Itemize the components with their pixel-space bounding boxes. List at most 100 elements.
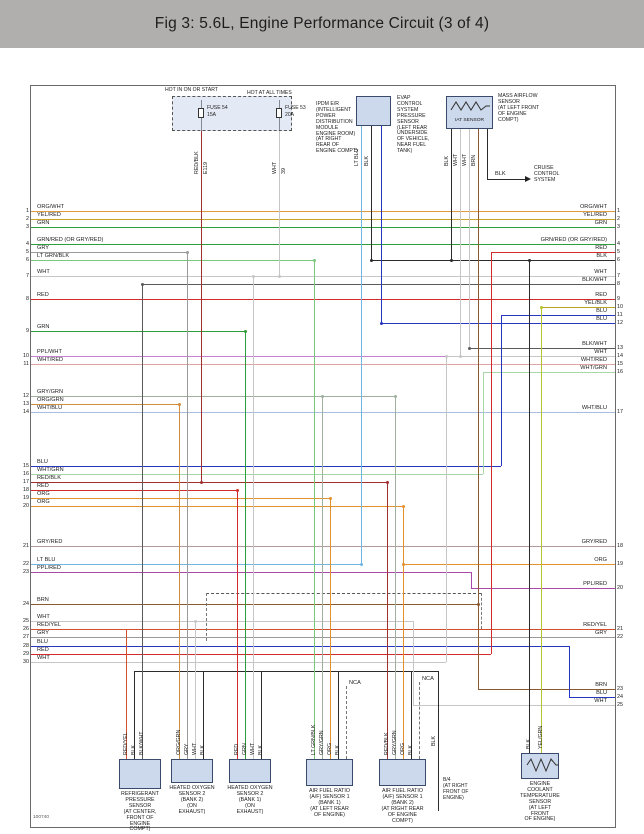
v-wire: [361, 126, 362, 564]
junction-dot: [252, 275, 255, 278]
sensor-box: [119, 759, 161, 789]
junction-dot: [450, 259, 453, 262]
v-wire: [451, 129, 452, 260]
junction-dot: [141, 283, 144, 286]
junction-dot: [329, 497, 332, 500]
hot-in-start-label: HOT IN ON OR START: [165, 87, 218, 93]
rotated-wire-label: BLK: [258, 744, 264, 755]
h-wire: [381, 323, 615, 324]
junction-dot: [186, 251, 189, 254]
pin-number-left: 26: [23, 626, 29, 632]
pin-number-left: 10: [23, 353, 29, 359]
fuse-amps: 20A: [285, 112, 295, 118]
fuse-icon: [198, 108, 204, 118]
v-wire: [279, 131, 280, 276]
rotated-wire-label: GRY/GRN: [319, 730, 325, 755]
wire-label-left: WHT: [37, 655, 50, 661]
junction-dot: [394, 395, 397, 398]
junction-dot: [200, 481, 203, 484]
v-wire: [338, 671, 339, 759]
v-wire: [469, 129, 470, 348]
rotated-wire-label: BLK: [364, 155, 370, 166]
wire-label-left: GRN/RED (OR GRY/RED): [37, 237, 104, 243]
wire-label-right: WHT/RED: [580, 357, 607, 363]
h-wire: [134, 671, 438, 672]
pin-number-left: 8: [26, 296, 29, 302]
junction-dot: [528, 259, 531, 262]
diagram-canvas: 100740 1 ORG/WHT 2 YEL/RED 3 GRN 4 GRN/RED (OR …: [23, 85, 623, 832]
wire-label-left: YEL/RED: [37, 212, 61, 218]
h-wire: [31, 244, 615, 245]
v-wire: [471, 572, 472, 588]
junction-dot: [321, 395, 324, 398]
h-wire: [541, 307, 615, 308]
v-wire: [245, 331, 246, 759]
h-wire: [31, 364, 615, 365]
v-wire: [446, 356, 447, 662]
wire-label-left: GRY: [37, 245, 50, 251]
v-wire: [529, 260, 530, 753]
pin-number-right: 4: [617, 241, 620, 247]
pin-number-right: 13: [617, 345, 623, 351]
fuse-icon: [276, 108, 282, 118]
evap-label: EVAP CONTROL SYSTEM PRESSURE SENSOR (LEF…: [397, 95, 430, 155]
ground-label: B/4 (AT RIGHT FRONT OF ENGINE): [443, 777, 469, 801]
pin-number-right: 15: [617, 361, 623, 367]
h-wire: [31, 654, 491, 655]
wire-label-right: BLK: [596, 253, 607, 259]
wire-label-left: RED: [37, 647, 49, 653]
junction-dot: [370, 259, 373, 262]
pin-number-right: 24: [617, 694, 623, 700]
pin-number-left: 13: [23, 401, 29, 407]
wire-label-left: RED/BLK: [37, 475, 61, 481]
v-wire: [206, 593, 207, 641]
wire-label-left: ORG/WHT: [37, 204, 65, 210]
rotated-wire-label: ORG: [327, 742, 333, 755]
rotated-wire-label: BLK: [200, 744, 206, 755]
h-wire: [31, 490, 237, 491]
h-wire: [569, 697, 615, 698]
v-wire: [381, 126, 382, 323]
h-wire: [31, 564, 361, 565]
wire-label-right: RED: [595, 245, 607, 251]
h-wire: [31, 629, 615, 630]
h-wire: [31, 466, 501, 467]
fuse-name: FUSE 54: [207, 105, 228, 111]
nca-label: NCA: [349, 680, 361, 686]
h-wire: [31, 299, 615, 300]
wire-label-left: BLU: [37, 459, 48, 465]
h-wire: [31, 276, 615, 277]
rotated-wire-label: BLK: [431, 735, 437, 746]
pin-number-right: 11: [617, 312, 623, 318]
pin-number-right: 19: [617, 561, 623, 567]
wire-label-left: WHT: [37, 269, 50, 275]
wire-label-right: GRN/RED (OR GRY/RED): [540, 237, 607, 243]
pin-number-left: 14: [23, 409, 29, 415]
rotated-wire-label: BLK: [526, 738, 532, 749]
wire-label-left: ORG/GRN: [37, 397, 64, 403]
v-wire: [419, 682, 420, 759]
rotated-wire-label: LT GRN/BLK: [311, 724, 317, 755]
v-wire: [195, 621, 196, 759]
h-wire: [31, 227, 615, 228]
pin-number-right: 20: [617, 585, 623, 591]
pin-number-right: 6: [617, 257, 620, 263]
h-wire: [31, 546, 615, 547]
h-wire: [471, 588, 615, 589]
v-wire: [483, 372, 484, 474]
pin-number-left: 23: [23, 569, 29, 575]
rotated-wire-label: 39: [281, 168, 287, 174]
h-wire: [31, 211, 615, 212]
wire-label-left: BRN: [37, 597, 49, 603]
rotated-wire-label: WHT: [192, 742, 198, 755]
sensor-label: AIR FUEL RATIO (A/F) SENSOR 1 (BANK 2) (…: [381, 788, 424, 824]
rotated-wire-label: WHT: [453, 153, 459, 166]
wire-label-left: GRY/RED: [37, 539, 63, 545]
wire-label-right: BRN: [595, 682, 607, 688]
rotated-wire-label: GRY: [184, 743, 190, 755]
v-wire: [201, 131, 202, 482]
wire-label-left: GRN: [37, 220, 50, 226]
v-wire: [413, 621, 414, 705]
rotated-wire-label: E119: [203, 162, 209, 174]
sensor-box: [306, 759, 353, 786]
